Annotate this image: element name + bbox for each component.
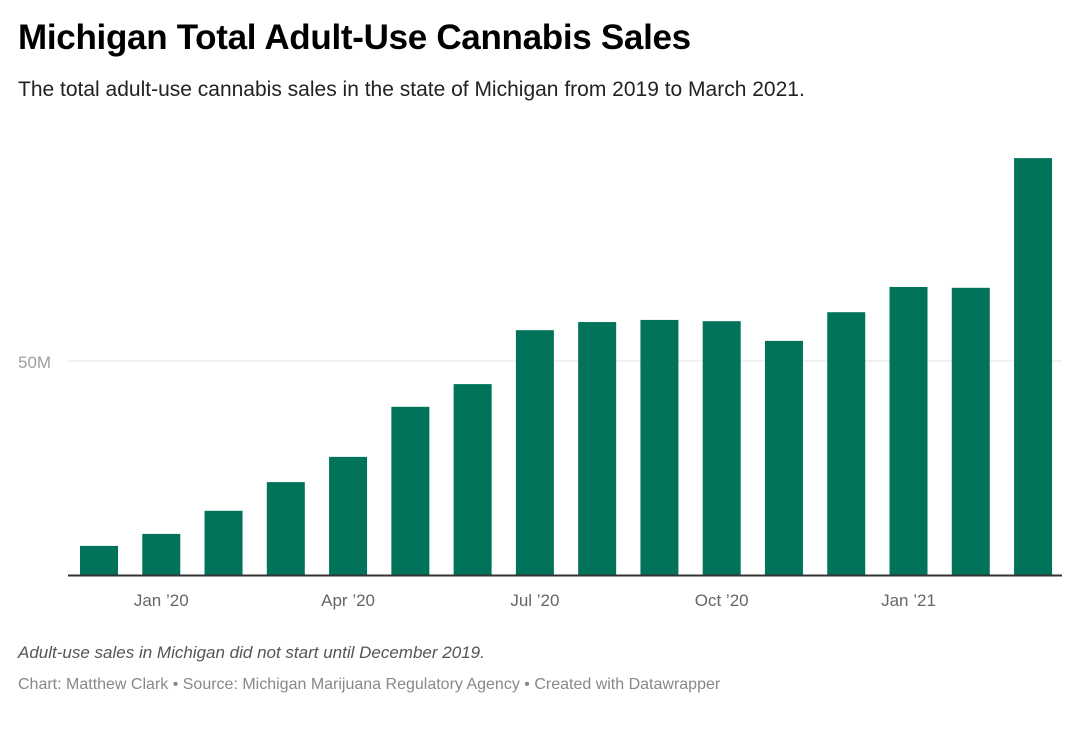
- x-tick-label: Apr ’20: [321, 591, 375, 610]
- y-tick-label: 50M: [18, 353, 51, 372]
- chart-title: Michigan Total Adult-Use Cannabis Sales: [18, 18, 691, 57]
- bar: [951, 287, 990, 575]
- chart-note: Adult-use sales in Michigan did not star…: [18, 643, 485, 662]
- bar: [391, 406, 430, 575]
- bar: [640, 319, 679, 575]
- bar: [204, 510, 243, 575]
- bar: [80, 545, 118, 575]
- chart-subtitle: The total adult-use cannabis sales in th…: [18, 78, 805, 101]
- bar: [889, 286, 928, 575]
- bar: [578, 322, 617, 575]
- bar: [827, 312, 866, 575]
- bar: [702, 321, 741, 575]
- x-tick-label: Jan ’21: [881, 591, 936, 610]
- bar: [266, 482, 305, 575]
- bar-chart: 50M Jan ’20 Apr ’20 Jul ’20 Oct ’20 Jan ’21: [18, 158, 1062, 610]
- bar: [1014, 158, 1053, 576]
- bar: [764, 340, 803, 575]
- bar: [515, 330, 554, 575]
- x-tick-label: Jan ’20: [134, 591, 189, 610]
- chart-byline: Chart: Matthew Clark • Source: Michigan …: [18, 676, 721, 693]
- bar: [329, 456, 368, 575]
- bar: [453, 384, 492, 575]
- x-tick-label: Oct ’20: [695, 591, 749, 610]
- x-tick-label: Jul ’20: [510, 591, 559, 610]
- bar: [142, 533, 181, 575]
